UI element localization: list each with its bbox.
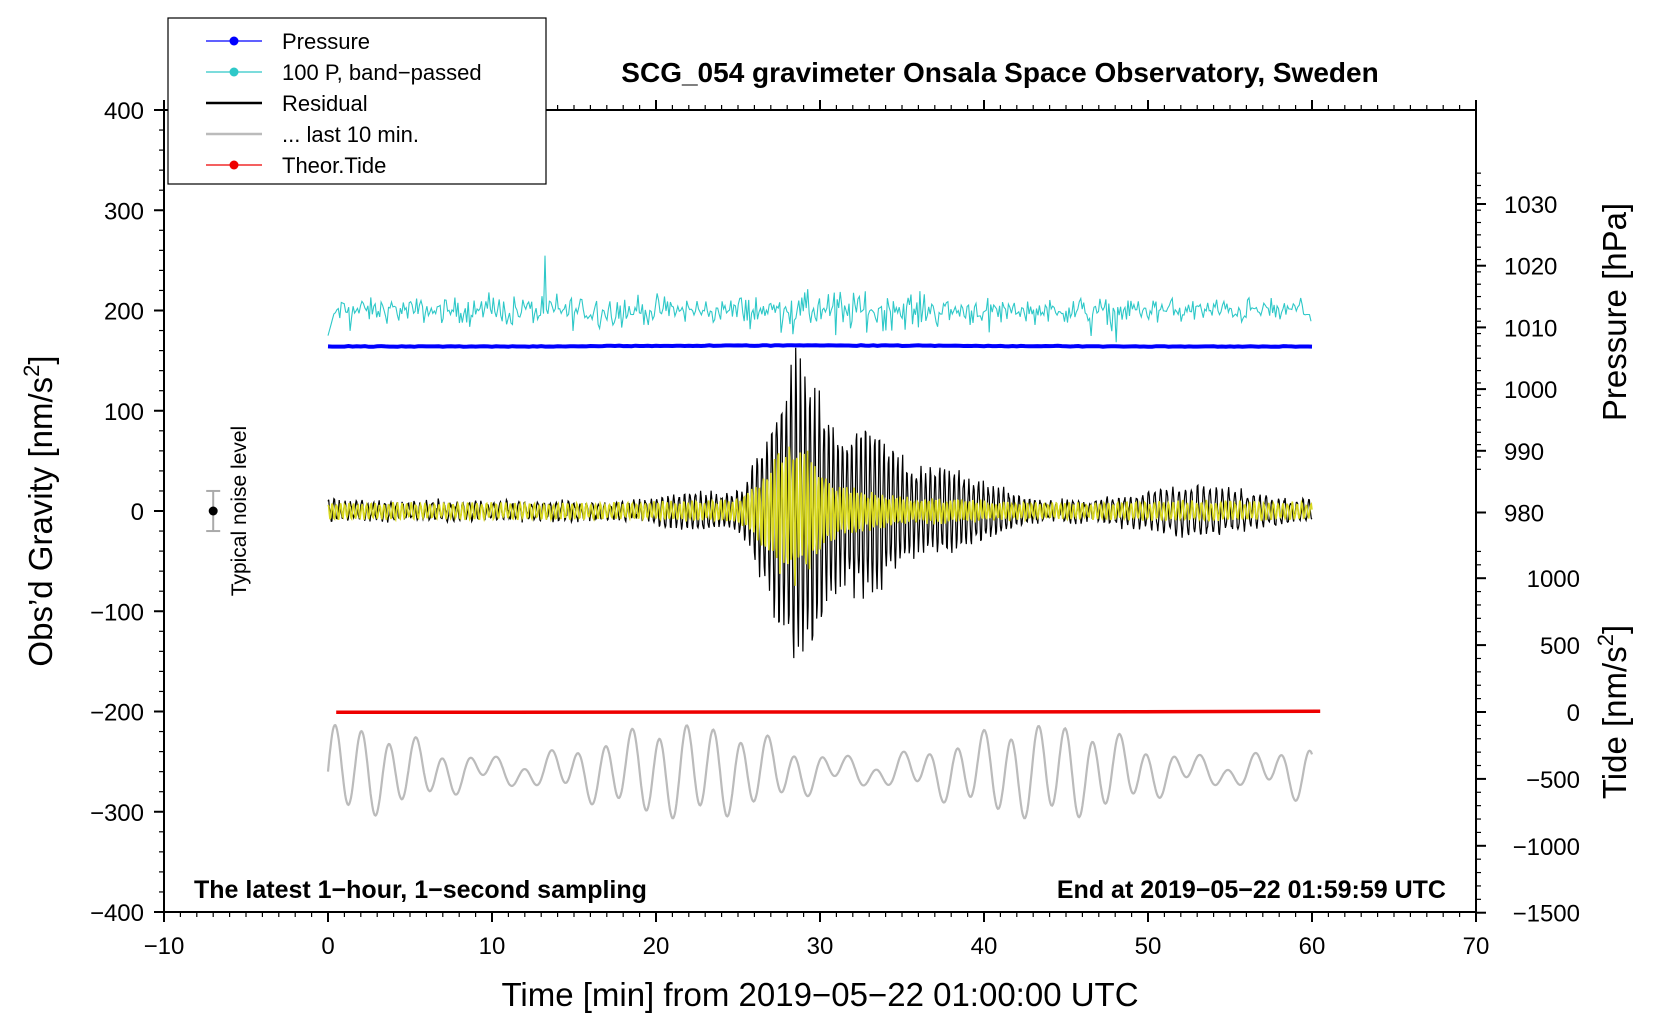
tide-axis-label: Tide [nm/s2] <box>1593 625 1633 799</box>
legend-swatch-marker <box>229 67 239 77</box>
noise-center-dot <box>208 506 218 516</box>
legend-swatch-marker <box>229 160 239 170</box>
pressure-tick-label: 1030 <box>1504 192 1557 219</box>
tide-tick-label: 500 <box>1540 633 1580 660</box>
x-tick-label: 50 <box>1135 933 1162 960</box>
series-residual-filtered <box>327 446 1313 586</box>
y-tick-label: 300 <box>104 198 144 225</box>
legend-label: Pressure <box>282 29 370 54</box>
tide-tick-label: 1000 <box>1527 566 1580 593</box>
series-residual <box>327 347 1313 659</box>
x-tick-label: −10 <box>144 933 185 960</box>
pressure-tick-label: 1000 <box>1504 377 1557 404</box>
legend: Pressure 100 P, band−passed Residual ... la… <box>167 17 547 185</box>
x-tick-label: 60 <box>1299 933 1326 960</box>
y-tick-label: 200 <box>104 299 144 326</box>
x-tick-label: 30 <box>807 933 834 960</box>
series-band-passed-pressure <box>327 255 1312 343</box>
noise-label: Typical noise level <box>228 426 251 596</box>
series-theor-tide <box>336 709 1321 715</box>
series-layer <box>326 255 1321 820</box>
x-tick-label: 10 <box>479 933 506 960</box>
x-tick-label: 20 <box>643 933 670 960</box>
legend-label: Theor.Tide <box>282 153 386 178</box>
x-tick-label: 0 <box>321 933 334 960</box>
y-tick-label: 100 <box>104 399 144 426</box>
axis-ticks: −10 0 10 20 30 40 50 60 704003002001000−100−200−… <box>90 98 1580 960</box>
y-axis-label: Obs’d Gravity [nm/s2] <box>19 355 59 666</box>
tide-tick-label: 0 <box>1567 700 1580 727</box>
tide-tick-label: −1500 <box>1513 901 1580 928</box>
legend-label: 100 P, band−passed <box>282 60 482 85</box>
series-pressure <box>327 343 1313 349</box>
tide-tick-label: −1000 <box>1513 834 1580 861</box>
footer-left-text: The latest 1−hour, 1−second sampling <box>194 876 647 904</box>
y-tick-label: −300 <box>90 800 144 827</box>
y-tick-label: −400 <box>90 900 144 927</box>
footer-right-text: End at 2019−05−22 01:59:59 UTC <box>1057 876 1446 904</box>
pressure-tick-label: 980 <box>1504 501 1544 528</box>
y-tick-label: −100 <box>90 599 144 626</box>
tide-tick-label: −500 <box>1526 767 1580 794</box>
x-axis-label: Time [min] from 2019−05−22 01:00:00 UTC <box>501 976 1138 1013</box>
pressure-tick-label: 1020 <box>1504 254 1557 281</box>
x-tick-label: 40 <box>971 933 998 960</box>
pressure-tick-label: 990 <box>1504 439 1544 466</box>
y-tick-label: 0 <box>131 499 144 526</box>
pressure-tick-label: 1010 <box>1504 315 1557 342</box>
legend-swatch-marker <box>229 36 239 46</box>
x-tick-label: 70 <box>1463 933 1490 960</box>
pressure-axis-label: Pressure [hPa] <box>1596 203 1633 421</box>
noise-indicator: Typical noise level <box>206 426 251 596</box>
legend-label: ... last 10 min. <box>282 122 419 147</box>
y-tick-label: −200 <box>90 700 144 727</box>
chart-title: SCG_054 gravimeter Onsala Space Observat… <box>621 57 1378 88</box>
series-last-10-min <box>326 724 1314 820</box>
legend-box <box>167 17 547 185</box>
y-tick-label: 400 <box>104 98 144 125</box>
legend-label: Residual <box>282 91 368 116</box>
